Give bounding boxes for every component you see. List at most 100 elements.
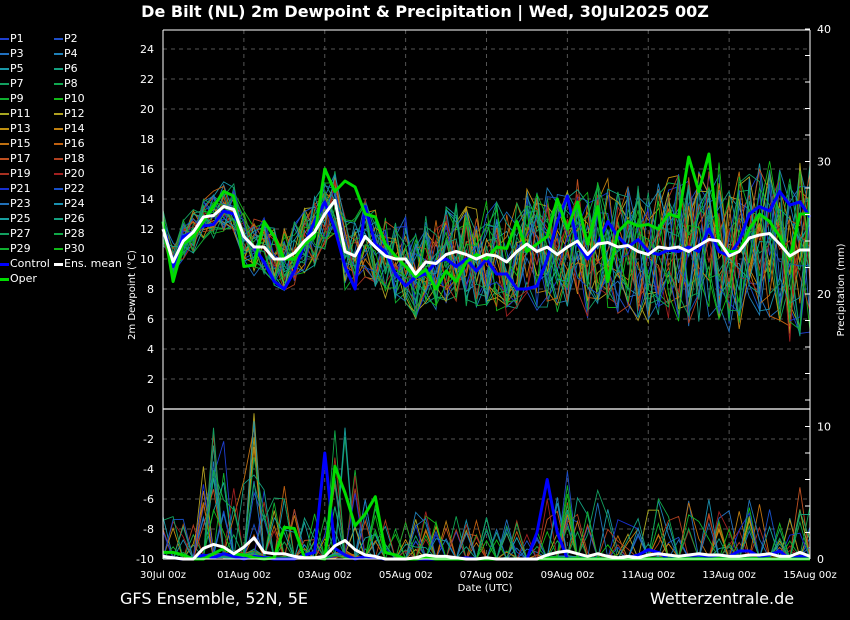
legend-label: P2 [64, 32, 78, 45]
y-tick-label: 2 [147, 373, 154, 386]
legend-swatch [0, 68, 9, 70]
y-tick-label: 22 [140, 73, 154, 86]
legend-swatch [0, 158, 9, 160]
y-tick-label: 6 [147, 313, 154, 326]
legend-item: P13 [0, 122, 31, 135]
x-tick-label: 09Aug 00z [541, 570, 594, 581]
legend-label: P14 [64, 122, 85, 135]
legend-swatch [0, 128, 9, 130]
legend-swatch [54, 83, 63, 85]
legend-label: P21 [10, 182, 31, 195]
y-tick-label: 20 [140, 103, 154, 116]
legend-swatch [54, 262, 63, 266]
legend-item: P30 [54, 242, 85, 255]
legend-item: Control [0, 257, 50, 270]
legend-swatch [54, 68, 63, 70]
legend-swatch [54, 248, 63, 250]
legend-item: P26 [54, 212, 85, 225]
y-axis-label: 2m Dewpoint (°C) [127, 250, 138, 340]
x-tick-label: 13Aug 00z [702, 570, 755, 581]
y2-tick-label: 20 [817, 288, 831, 301]
legend-swatch [0, 203, 9, 205]
y-tick-label: -8 [143, 523, 154, 536]
legend-label: P1 [10, 32, 24, 45]
legend-item: Ens. mean [54, 257, 122, 270]
y-tick-label: -4 [143, 463, 154, 476]
y-tick-label: 4 [147, 343, 154, 356]
legend-swatch [0, 173, 9, 175]
x-tick-label: 05Aug 00z [379, 570, 432, 581]
legend-label: P18 [64, 152, 85, 165]
legend-item: P15 [0, 137, 31, 150]
legend-swatch [0, 83, 9, 85]
legend-label: P6 [64, 62, 78, 75]
legend-swatch [0, 262, 9, 266]
legend-label: P8 [64, 77, 78, 90]
y-tick-label: 24 [140, 43, 154, 56]
legend-swatch [0, 38, 9, 40]
legend-label: P24 [64, 197, 85, 210]
legend-item: P18 [54, 152, 85, 165]
y-tick-label: 16 [140, 163, 154, 176]
x-tick-label: 03Aug 00z [298, 570, 351, 581]
legend-item: P8 [54, 77, 78, 90]
legend-label: P20 [64, 167, 85, 180]
member-precip-line [162, 485, 811, 561]
legend-item: P22 [54, 182, 85, 195]
legend-swatch [54, 53, 63, 55]
legend-item: P10 [54, 92, 85, 105]
legend-swatch [54, 218, 63, 220]
legend-swatch [54, 173, 63, 175]
legend-swatch [54, 203, 63, 205]
legend-label: P5 [10, 62, 24, 75]
legend-label: Control [10, 257, 50, 270]
legend-item: P6 [54, 62, 78, 75]
legend-label: P11 [10, 107, 31, 120]
legend-swatch [0, 218, 9, 220]
legend-item: P9 [0, 92, 24, 105]
member-dewpoint-line [162, 177, 811, 337]
y-tick-label: 14 [140, 193, 154, 206]
x-tick-label: 11Aug 00z [622, 570, 675, 581]
member-dewpoint-line [162, 177, 811, 317]
legend-item: P27 [0, 227, 31, 240]
legend-item: P28 [54, 227, 85, 240]
y2-tick-label: 10 [817, 421, 831, 434]
y-tick-label: 10 [140, 253, 154, 266]
legend-label: P26 [64, 212, 85, 225]
ens-mean-precip-line [162, 536, 811, 561]
legend-item: P14 [54, 122, 85, 135]
legend-label: P29 [10, 242, 31, 255]
legend-label: P10 [64, 92, 85, 105]
x-tick-label: 30Jul 00z [140, 570, 186, 581]
legend-label: P12 [64, 107, 85, 120]
legend-swatch [54, 98, 63, 100]
site-label: Wetterzentrale.de [650, 589, 795, 608]
legend-swatch [54, 38, 63, 40]
legend-label: P15 [10, 137, 31, 150]
y-tick-label: 12 [140, 223, 154, 236]
legend-item: P24 [54, 197, 85, 210]
legend-item: P17 [0, 152, 31, 165]
legend-item: P4 [54, 47, 78, 60]
legend-swatch [0, 277, 9, 281]
y-tick-label: -2 [143, 433, 154, 446]
legend-label: P27 [10, 227, 31, 240]
legend-label: P17 [10, 152, 31, 165]
legend-item: P23 [0, 197, 31, 210]
legend-label: P25 [10, 212, 31, 225]
y-tick-label: 8 [147, 283, 154, 296]
legend-swatch [54, 128, 63, 130]
ens-mean-dewpoint-line [161, 199, 810, 276]
y-tick-label: 0 [147, 403, 154, 416]
legend-item: P11 [0, 107, 31, 120]
legend-item: P20 [54, 167, 85, 180]
legend-label: P7 [10, 77, 24, 90]
legend-label: P30 [64, 242, 85, 255]
oper-dewpoint-line [161, 152, 810, 291]
y-tick-label: 18 [140, 133, 154, 146]
y-tick-label: -6 [143, 493, 154, 506]
x-axis-label: Date (UTC) [457, 583, 513, 594]
